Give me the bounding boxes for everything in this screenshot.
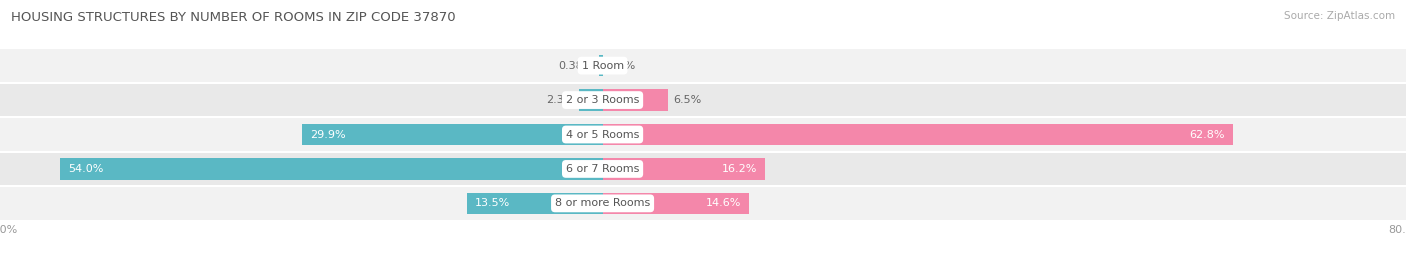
Text: 8 or more Rooms: 8 or more Rooms (555, 198, 650, 208)
Text: 29.9%: 29.9% (311, 129, 346, 140)
Text: Source: ZipAtlas.com: Source: ZipAtlas.com (1284, 11, 1395, 21)
Text: 14.6%: 14.6% (706, 198, 741, 208)
Bar (603, 158, 765, 180)
Text: 4 or 5 Rooms: 4 or 5 Rooms (565, 129, 640, 140)
Bar (603, 89, 668, 111)
Text: 2.3%: 2.3% (546, 95, 575, 105)
Bar (0, 117, 1406, 152)
Bar (0, 83, 1406, 117)
Text: 6.5%: 6.5% (673, 95, 702, 105)
Bar (599, 55, 603, 76)
Bar (467, 193, 603, 214)
Bar (603, 124, 1233, 145)
Bar (0, 48, 1406, 83)
Bar (0, 152, 1406, 186)
Text: 62.8%: 62.8% (1189, 129, 1225, 140)
Text: 16.2%: 16.2% (721, 164, 758, 174)
Bar (603, 193, 749, 214)
Text: 0.0%: 0.0% (607, 61, 636, 71)
Bar (60, 158, 603, 180)
Text: 1 Room: 1 Room (582, 61, 624, 71)
Bar (579, 89, 603, 111)
Text: 0.38%: 0.38% (558, 61, 593, 71)
Bar (0, 186, 1406, 221)
Text: 6 or 7 Rooms: 6 or 7 Rooms (565, 164, 640, 174)
Text: 13.5%: 13.5% (475, 198, 510, 208)
Text: 2 or 3 Rooms: 2 or 3 Rooms (565, 95, 640, 105)
Text: 54.0%: 54.0% (69, 164, 104, 174)
Text: HOUSING STRUCTURES BY NUMBER OF ROOMS IN ZIP CODE 37870: HOUSING STRUCTURES BY NUMBER OF ROOMS IN… (11, 11, 456, 24)
Bar (302, 124, 603, 145)
